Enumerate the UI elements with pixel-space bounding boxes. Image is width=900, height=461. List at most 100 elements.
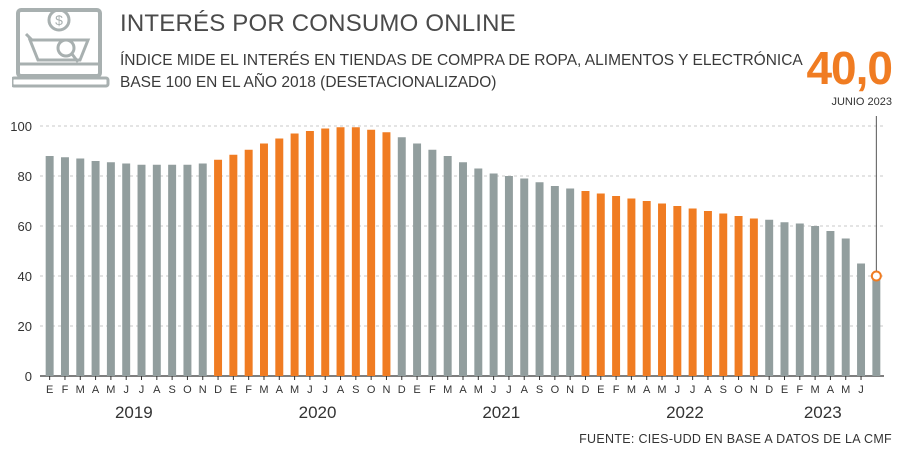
bar (459, 162, 467, 376)
year-label: 2020 (299, 403, 337, 422)
month-label: M (474, 384, 483, 396)
month-label: A (92, 384, 100, 396)
month-label: M (259, 384, 268, 396)
month-label: A (153, 384, 161, 396)
month-label: D (765, 384, 773, 396)
year-label: 2019 (115, 403, 153, 422)
year-label: 2022 (666, 403, 704, 422)
month-label: D (214, 384, 222, 396)
month-label: N (750, 384, 758, 396)
bar (474, 168, 483, 376)
bar (673, 206, 682, 376)
bar (749, 218, 758, 376)
latest-marker (870, 116, 882, 282)
month-label: J (690, 384, 696, 396)
y-axis: 0 20 40 60 80 100 (10, 119, 32, 384)
bar (688, 208, 697, 376)
latest-value-date: JUNIO 2023 (831, 96, 892, 108)
month-label: J (858, 384, 864, 396)
month-label: F (796, 384, 803, 396)
bar (504, 176, 513, 376)
month-label: E (230, 384, 237, 396)
month-label: D (581, 384, 589, 396)
y-tick-label: 0 (25, 369, 32, 384)
y-tick-label: 80 (18, 169, 32, 184)
month-label: E (597, 384, 604, 396)
month-label: S (168, 384, 175, 396)
month-label: D (398, 384, 406, 396)
month-label: A (643, 384, 651, 396)
bar (290, 133, 299, 376)
subtitle-line-1: ÍNDICE MIDE EL INTERÉS EN TIENDAS DE COM… (120, 52, 803, 69)
bar (122, 163, 131, 376)
bar (413, 143, 422, 376)
year-label: 2021 (482, 403, 520, 422)
month-label: A (459, 384, 467, 396)
bar (841, 238, 850, 376)
month-label: J (322, 384, 328, 396)
month-label: M (657, 384, 666, 396)
month-label: N (382, 384, 390, 396)
month-label: J (675, 384, 681, 396)
month-label: J (123, 384, 129, 396)
bar (198, 163, 207, 376)
month-label: M (811, 384, 820, 396)
y-tick-label: 40 (18, 269, 32, 284)
bar (719, 213, 728, 376)
month-label: A (827, 384, 835, 396)
month-label: M (290, 384, 299, 396)
bar-latest (872, 276, 881, 376)
svg-text:$: $ (55, 12, 63, 28)
bar (780, 222, 789, 376)
bar (45, 156, 54, 376)
month-label: A (704, 384, 712, 396)
bar (275, 138, 284, 376)
bar (244, 149, 253, 376)
month-label: E (413, 384, 420, 396)
bar (397, 137, 406, 376)
bar (382, 132, 391, 376)
bar (367, 129, 376, 376)
month-label: J (506, 384, 512, 396)
bar (214, 159, 223, 376)
bar (91, 161, 100, 376)
chart-title: INTERÉS POR CONSUMO ONLINE (120, 10, 516, 37)
bar (658, 203, 666, 376)
month-label: E (46, 384, 53, 396)
month-label: O (551, 384, 560, 396)
bar (168, 164, 177, 376)
month-label: O (367, 384, 376, 396)
month-label: S (352, 384, 359, 396)
month-label: F (245, 384, 252, 396)
month-label: S (536, 384, 543, 396)
bar (351, 127, 360, 376)
bar (305, 131, 314, 376)
month-label: A (276, 384, 284, 396)
month-label: N (566, 384, 574, 396)
month-label: M (106, 384, 115, 396)
month-label: M (627, 384, 636, 396)
bar (336, 127, 345, 376)
chart-header: $ INTERÉS POR CONSUMO ONLINE ÍNDICE MIDE… (0, 0, 900, 110)
month-label: J (139, 384, 145, 396)
bar (321, 128, 330, 376)
y-tick-label: 60 (18, 219, 32, 234)
bar (535, 182, 544, 376)
month-label: N (199, 384, 207, 396)
latest-point-marker (870, 270, 882, 282)
month-label: J (491, 384, 497, 396)
chart-subtitle: ÍNDICE MIDE EL INTERÉS EN TIENDAS DE COM… (120, 50, 803, 94)
bar (795, 223, 804, 376)
bar (489, 173, 498, 376)
month-label: F (613, 384, 620, 396)
month-label: E (781, 384, 788, 396)
bar (428, 149, 437, 376)
bars (45, 127, 881, 376)
year-label: 2023 (804, 403, 842, 422)
bar (734, 216, 743, 376)
month-label: M (443, 384, 452, 396)
bar (581, 191, 590, 376)
month-label: F (62, 384, 69, 396)
